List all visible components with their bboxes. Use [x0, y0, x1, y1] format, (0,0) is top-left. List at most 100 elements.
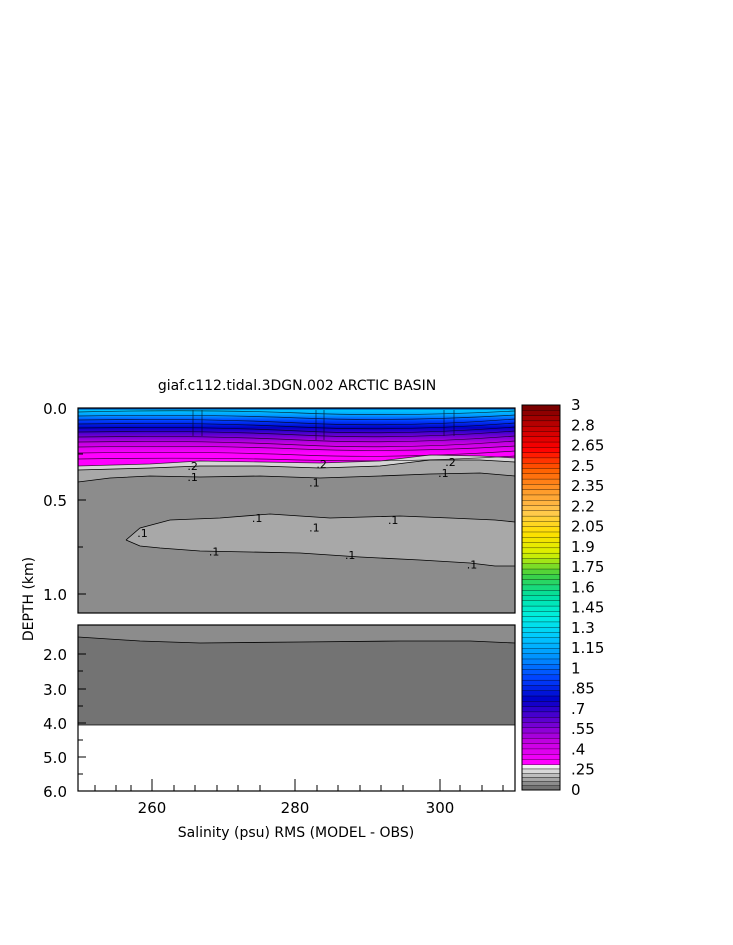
colorbar-swatch — [521, 664, 561, 671]
colorbar-tick-label: 1.6 — [571, 578, 595, 596]
contour-label: .2 — [187, 460, 198, 473]
colorbar-swatch — [521, 574, 561, 581]
colorbar-swatch — [521, 722, 561, 729]
colorbar-swatch — [521, 674, 561, 681]
x-tick-label: 300 — [426, 799, 455, 817]
colorbar-swatch — [521, 441, 561, 448]
colorbar-swatch — [521, 452, 561, 459]
colorbar-swatch — [521, 642, 561, 649]
colorbar-tick-label: 2.05 — [571, 518, 604, 536]
chart-title: giaf.c112.tidal.3DGN.002 ARCTIC BASIN — [158, 378, 436, 394]
colorbar-swatch — [521, 410, 561, 417]
colorbar-swatch — [521, 658, 561, 665]
colorbar-swatch — [521, 563, 561, 570]
colorbar-swatch — [521, 484, 561, 491]
colorbar-swatch — [521, 711, 561, 718]
contour-label: .1 — [252, 512, 263, 525]
colorbar-swatch — [521, 552, 561, 560]
y-tick-marks — [78, 407, 86, 792]
colorbar-swatch — [521, 542, 561, 549]
colorbar-tick-label: .25 — [571, 761, 595, 779]
colorbar-swatch — [521, 754, 561, 761]
y-tick-label: 0.5 — [43, 492, 67, 510]
colorbar-swatch — [521, 415, 561, 422]
colorbar-swatch — [521, 505, 561, 512]
contour-label: .2 — [316, 458, 327, 471]
colorbar-swatch — [521, 611, 561, 618]
colorbar-swatch — [521, 768, 561, 774]
colorbar-tick-label: 2.2 — [571, 497, 595, 515]
colorbar-swatch — [521, 669, 561, 676]
colorbar-swatch — [521, 600, 561, 607]
colorbar-tick-label: 1.3 — [571, 619, 595, 637]
colorbar-swatch — [521, 568, 561, 575]
colorbar-labels: 3 2.8 2.65 2.5 2.35 2.2 2.05 1.9 1.75 1.6 1.45 1.3 1… — [571, 396, 604, 799]
colorbar-swatch — [521, 489, 561, 496]
contour-label: .1 — [345, 549, 356, 562]
colorbar-tick-label: 1.75 — [571, 558, 604, 576]
colorbar-tick-label: 3 — [571, 396, 581, 414]
colorbar-swatch — [521, 764, 561, 770]
colorbar-swatch — [521, 494, 561, 501]
colorbar-swatch — [521, 748, 561, 755]
x-tick-label: 280 — [281, 799, 310, 817]
colorbar — [521, 404, 561, 791]
colorbar-swatch — [521, 627, 561, 634]
contour-label: .1 — [467, 559, 478, 572]
contour-label: .1 — [137, 527, 148, 540]
colorbar-tick-label: 2.65 — [571, 437, 604, 455]
colorbar-swatch — [521, 515, 561, 522]
colorbar-swatch — [521, 738, 561, 745]
x-axis-title: Salinity (psu) RMS (MODEL - OBS) — [178, 825, 414, 841]
x-tick-marks — [94, 779, 504, 791]
x-tick-label: 260 — [138, 799, 167, 817]
colorbar-swatch — [521, 685, 561, 692]
colorbar-tick-label: .4 — [571, 741, 585, 759]
lower-panel-frame — [77, 624, 516, 792]
colorbar-swatch — [521, 420, 561, 427]
contour-label: .1 — [388, 514, 399, 527]
colorbar-swatch — [521, 558, 561, 565]
colorbar-swatch — [521, 695, 561, 702]
colorbar-swatch — [521, 648, 561, 655]
colorbar-tick-label: 2.35 — [571, 477, 604, 495]
colorbar-swatch — [521, 781, 561, 786]
colorbar-swatch — [521, 584, 561, 591]
contour-label: .2 — [445, 456, 456, 469]
colorbar-swatch — [521, 701, 561, 708]
y-tick-label: 5.0 — [43, 749, 67, 767]
contour-label: .1 — [438, 467, 449, 480]
colorbar-swatch — [521, 478, 561, 485]
colorbar-swatch — [521, 637, 561, 644]
colorbar-swatch — [521, 531, 561, 538]
colorbar-swatch — [521, 425, 561, 433]
colorbar-swatch — [521, 457, 561, 464]
colorbar-swatch — [521, 590, 561, 597]
colorbar-swatch — [521, 463, 561, 470]
y-tick-label: 6.0 — [43, 783, 67, 801]
colorbar-swatch — [521, 616, 561, 623]
colorbar-swatch — [521, 431, 561, 438]
colorbar-swatch — [521, 785, 561, 791]
colorbar-swatch — [521, 547, 561, 554]
colorbar-tick-label: .85 — [571, 680, 595, 698]
colorbar-tick-label: 2.5 — [571, 457, 595, 475]
surface-contour-lines — [78, 410, 515, 467]
contour-label: .1 — [309, 477, 320, 490]
colorbar-swatch — [521, 632, 561, 639]
colorbar-swatch — [521, 468, 561, 475]
upper-panel: .1.1.1.1.1.1.1.1.1.1.2.2.2 — [78, 408, 515, 613]
colorbar-tick-label: .7 — [571, 700, 585, 718]
contour-fill-0p1-0p2-tongue — [126, 514, 515, 566]
colorbar-swatch — [521, 690, 561, 697]
colorbar-swatch — [521, 436, 561, 443]
y-tick-label: 0.0 — [43, 400, 67, 418]
y-axis-title: DEPTH (km) — [21, 557, 37, 641]
lower-panel-contour-line — [78, 636, 515, 644]
y-tick-label: 2.0 — [43, 646, 67, 664]
colorbar-swatch — [521, 777, 561, 782]
colorbar-swatch — [521, 526, 561, 533]
colorbar-tick-label: 1.9 — [571, 538, 595, 556]
contour-label: .1 — [209, 546, 220, 559]
